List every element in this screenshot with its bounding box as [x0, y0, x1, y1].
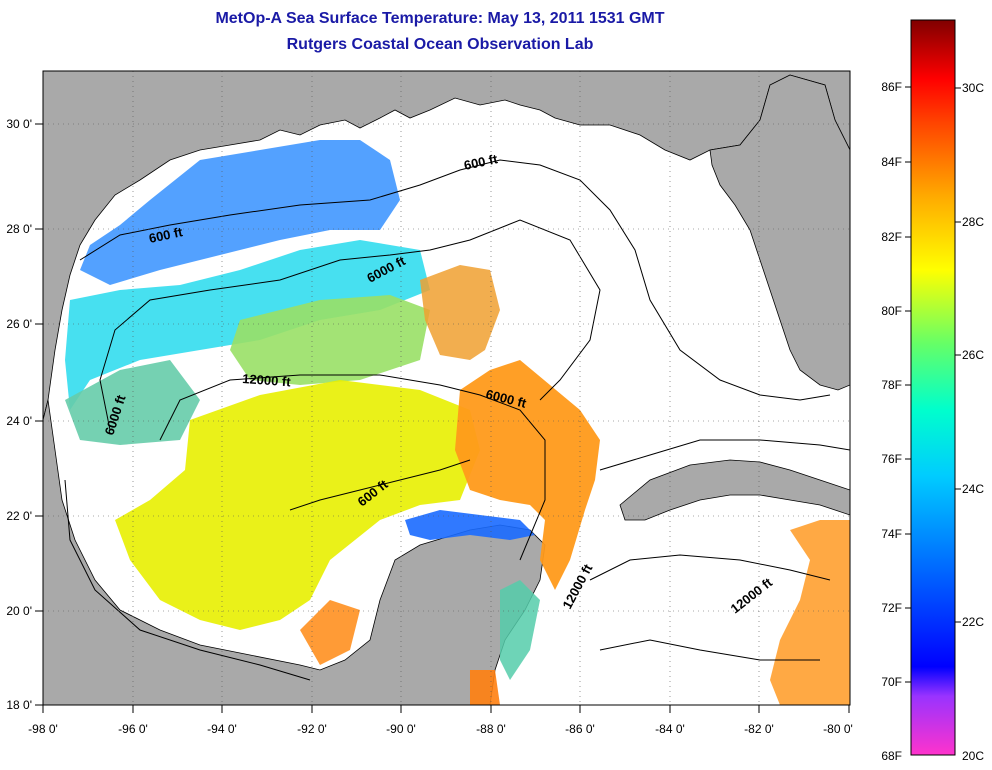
- x-tick-label: -90 0': [386, 722, 416, 736]
- map-title: MetOp-A Sea Surface Temperature: May 13,…: [215, 10, 665, 27]
- sst-patch-cyan-yucatan: [500, 580, 540, 680]
- colorbar-label-c: 30C: [962, 81, 984, 95]
- frame-ticks: [35, 123, 850, 713]
- sst-patch-green-central: [230, 295, 430, 385]
- map-subtitle: Rutgers Coastal Ocean Observation Lab: [286, 36, 594, 53]
- x-tick-label: -80 0': [823, 722, 853, 736]
- x-tick-label: -94 0': [207, 722, 237, 736]
- contour-600ft-bay: [289, 459, 471, 511]
- y-tick-label: 28 0': [6, 222, 32, 236]
- colorbar-label-f: 82F: [881, 230, 902, 244]
- sst-patch-orange-loop: [455, 360, 600, 590]
- colorbar-label-f: 74F: [881, 527, 902, 541]
- sst-patch-orange-campeche: [300, 600, 360, 665]
- sst-patch-yellow-south: [115, 380, 480, 630]
- contour-label: 12000 ft: [242, 371, 292, 389]
- x-tick-label: -88 0': [476, 722, 506, 736]
- contour-caribbean-2: [599, 639, 820, 661]
- colorbar-label-f: 86F: [881, 80, 902, 94]
- x-tick-label: -96 0': [118, 722, 148, 736]
- sst-patch-orange-yucatan: [470, 670, 500, 705]
- colorbar-celsius-labels: 30C 28C 26C 24C 22C 20C: [962, 81, 984, 763]
- colorbar-label-f: 84F: [881, 155, 902, 169]
- sst-patch-orange-southeast: [770, 520, 850, 705]
- sst-patch-blue-band: [405, 510, 535, 540]
- contour-6000ft: [99, 219, 601, 431]
- x-tick-label: -92 0': [297, 722, 327, 736]
- contour-12000ft: [159, 374, 546, 561]
- x-tick-label: -86 0': [565, 722, 595, 736]
- colorbar-label-c: 28C: [962, 215, 984, 229]
- y-tick-label: 26 0': [6, 317, 32, 331]
- y-tick-label: 24 0': [6, 414, 32, 428]
- colorbar-label-f: 76F: [881, 452, 902, 466]
- y-tick-label: 20 0': [6, 604, 32, 618]
- contour-600ft-south: [64, 479, 311, 681]
- x-axis-labels: -98 0' -96 0' -94 0' -92 0' -90 0' -88 0…: [28, 722, 853, 736]
- y-tick-label: 22 0': [6, 509, 32, 523]
- y-axis-labels: 30 0' 28 0' 26 0' 24 0' 22 0' 20 0' 18 0…: [6, 117, 32, 712]
- y-tick-label: 30 0': [6, 117, 32, 131]
- colorbar-label-f: 78F: [881, 378, 902, 392]
- sst-patch-orange-north: [420, 265, 500, 360]
- land-florida: [709, 74, 850, 391]
- contour-600ft-north: [79, 159, 831, 401]
- colorbar-label-f: 68F: [881, 749, 902, 763]
- colorbar-label-c: 26C: [962, 348, 984, 362]
- colorbar-label-c: 20C: [962, 749, 984, 763]
- colorbar: [910, 19, 956, 756]
- colorbar-fahrenheit-labels: 86F 84F 82F 80F 78F 76F 74F 72F 70F 68F: [881, 80, 902, 763]
- colorbar-ticks: [905, 86, 961, 683]
- colorbar-label-c: 22C: [962, 615, 984, 629]
- sst-patch-teal-west: [65, 360, 200, 445]
- x-tick-label: -98 0': [28, 722, 58, 736]
- contour-label: 600 ft: [148, 224, 185, 246]
- sst-patch-cool-north: [80, 140, 400, 285]
- bathymetry-contours: [64, 159, 850, 681]
- graticule: [43, 71, 850, 705]
- colorbar-label-f: 70F: [881, 675, 902, 689]
- contour-cuba-north: [599, 439, 850, 471]
- y-tick-label: 18 0': [6, 698, 32, 712]
- colorbar-label-c: 24C: [962, 482, 984, 496]
- x-tick-label: -82 0': [744, 722, 774, 736]
- contour-caribbean: [589, 554, 831, 581]
- land-cuba: [619, 459, 850, 521]
- contour-label: 600 ft: [463, 151, 500, 173]
- colorbar-label-f: 80F: [881, 304, 902, 318]
- x-tick-label: -84 0': [655, 722, 685, 736]
- map-frame: [42, 70, 851, 706]
- colorbar-label-f: 72F: [881, 601, 902, 615]
